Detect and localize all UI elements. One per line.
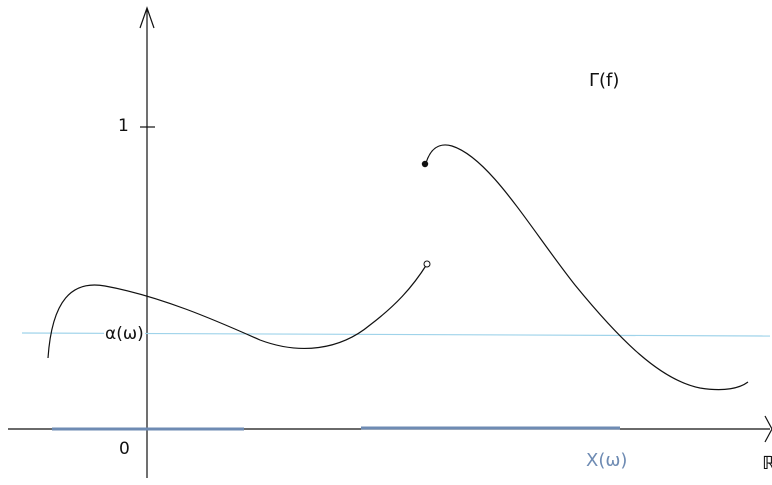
y-axis-arrowhead [139, 6, 155, 29]
set-label: X(ω) [586, 450, 628, 471]
graph-label: Γ(f) [589, 70, 620, 91]
closed-endpoint [421, 160, 429, 168]
graph-right-branch [425, 144, 749, 391]
graph-left-branch [47, 263, 428, 359]
tick-label-one: 1 [118, 116, 129, 136]
open-endpoint [423, 260, 431, 268]
tick-label-zero: 0 [119, 439, 130, 459]
x-axis-arrowhead [764, 415, 772, 443]
reals-label: ℝ [762, 453, 772, 474]
level-line [21, 332, 771, 337]
level-label: α(ω) [104, 324, 145, 344]
